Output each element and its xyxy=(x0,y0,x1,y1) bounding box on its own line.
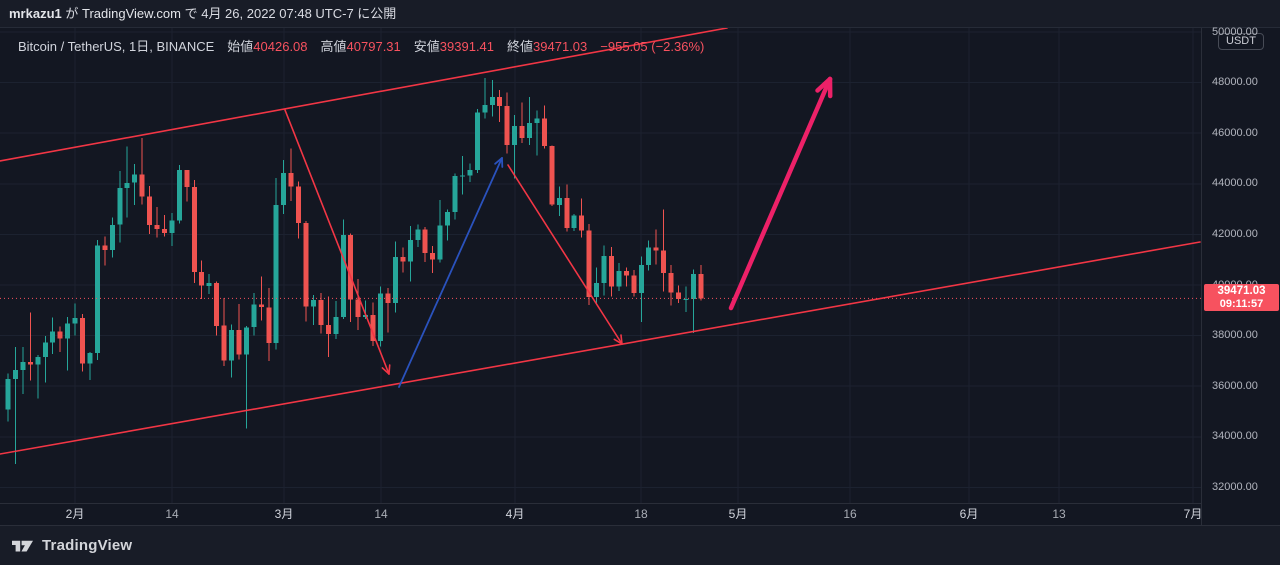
bar-countdown: 09:11:57 xyxy=(1219,298,1264,311)
price-axis-label: 38000.00 xyxy=(1212,329,1258,342)
publish-text-joiner: が xyxy=(61,6,82,21)
tradingview-logo-icon[interactable] xyxy=(12,538,34,553)
time-axis-label: 16 xyxy=(843,507,857,521)
price-axis-label: 50000.00 xyxy=(1212,25,1258,38)
publish-header: mrkazu1 が TradingView.com で 4月 26, 2022 … xyxy=(0,0,1280,28)
ohlc-field: 安値39391.41 xyxy=(414,39,494,54)
ohlc-field-label: 終値 xyxy=(507,39,534,54)
time-axis-label: 3月 xyxy=(274,507,294,521)
publisher-username[interactable]: mrkazu1 xyxy=(9,6,62,21)
ohlc-field-value: 39391.41 xyxy=(439,39,495,54)
channel-upper-line[interactable] xyxy=(0,28,728,162)
price-axis-label: 48000.00 xyxy=(1212,76,1258,89)
pink-projection-arrow-up[interactable] xyxy=(728,76,833,311)
time-axis-label: 14 xyxy=(374,507,388,521)
ohlc-field-label: 高値 xyxy=(320,39,347,54)
tradingview-site-link[interactable]: TradingView.com xyxy=(81,6,181,21)
time-axis-label: 4月 xyxy=(505,507,525,521)
red-arrow-down-2[interactable] xyxy=(507,164,623,345)
candlestick-plot[interactable] xyxy=(0,28,1201,503)
price-axis-label: 44000.00 xyxy=(1212,177,1258,190)
red-arrow-down-1[interactable] xyxy=(284,109,391,375)
ohlc-field: 終値39471.03 xyxy=(507,39,587,54)
candles xyxy=(5,77,704,465)
currency-badge[interactable]: USDT xyxy=(1218,33,1264,50)
time-axis-label: 2月 xyxy=(65,507,85,521)
blue-arrow-up[interactable] xyxy=(398,157,504,388)
tradingview-brand-text[interactable]: TradingView xyxy=(42,537,133,554)
chart-legend[interactable]: Bitcoin / TetherUS, 1日, BINANCE 始値40426.0… xyxy=(18,36,704,55)
time-axis-label: 7月 xyxy=(1183,507,1203,521)
price-axis-label: 42000.00 xyxy=(1212,227,1258,240)
ohlc-field-value: 39471.03 xyxy=(533,39,588,54)
time-axis-label: 13 xyxy=(1052,507,1066,521)
price-axis-label: 32000.00 xyxy=(1212,480,1258,493)
ohlc-field: 始値40426.08 xyxy=(227,39,307,54)
gridlines xyxy=(0,28,1201,503)
price-axis-label: 34000.00 xyxy=(1212,430,1258,443)
last-price-value: 39471.03 xyxy=(1217,285,1266,298)
time-axis-label: 14 xyxy=(165,507,179,521)
last-price-badge: 39471.03 09:11:57 xyxy=(1204,284,1279,312)
symbol-title[interactable]: Bitcoin / TetherUS, 1日, BINANCE xyxy=(18,39,215,54)
channel-lower-line[interactable] xyxy=(0,241,1201,455)
chart-area[interactable]: Bitcoin / TetherUS, 1日, BINANCE 始値40426.0… xyxy=(0,25,1280,526)
ohlc-field-label: 安値 xyxy=(413,39,440,54)
ohlc-field-value: 40426.08 xyxy=(253,39,308,54)
time-axis-label: 5月 xyxy=(728,507,748,521)
ohlc-field-value: 40797.31 xyxy=(346,39,401,54)
ohlc-values: 始値40426.08 高値40797.31 安値39391.41 終値39471.03… xyxy=(214,39,704,54)
price-axis[interactable]: USDT 50000.00 48000.00 46000.00 44000.00 420… xyxy=(1201,25,1280,525)
ohlc-field: 高値40797.31 xyxy=(321,39,401,54)
ohlc-field-label: 始値 xyxy=(227,39,254,54)
price-axis-label: 46000.00 xyxy=(1212,126,1258,139)
change-value: −955.05 (−2.36%) xyxy=(600,39,705,54)
time-axis[interactable]: 2月 14 3月 14 4月 18 5月 16 6月 13 7月 xyxy=(0,503,1280,525)
time-axis-label: 18 xyxy=(634,507,648,521)
price-axis-label: 36000.00 xyxy=(1212,379,1258,392)
footer-bar: TradingView xyxy=(0,526,1280,565)
publish-date-text: で 4月 26, 2022 07:48 UTC-7 に公開 xyxy=(180,6,397,21)
time-axis-label: 6月 xyxy=(959,507,979,521)
